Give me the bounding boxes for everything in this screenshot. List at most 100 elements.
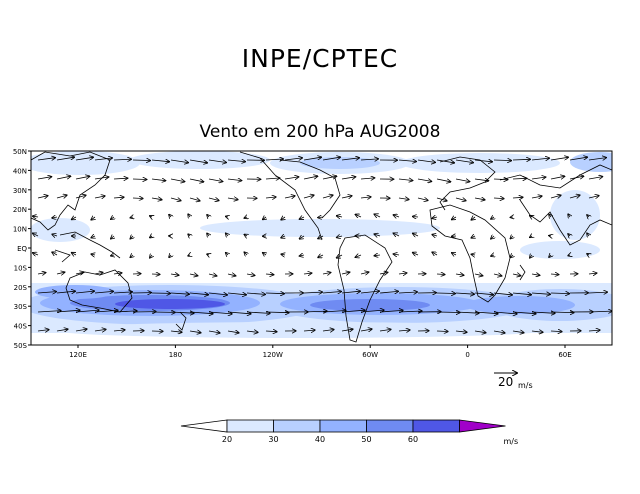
lat-label: 50N <box>13 148 27 156</box>
wind-arrow <box>75 329 87 331</box>
wind-arrow <box>436 178 451 182</box>
wind-arrow <box>432 217 438 218</box>
wind-arrow <box>360 329 372 331</box>
wind-arrow <box>189 293 208 295</box>
wind-arrow <box>455 179 470 182</box>
wind-arrow <box>303 273 312 274</box>
lat-label: 30S <box>14 303 28 311</box>
wind-arrow <box>588 311 612 312</box>
wind-arrow <box>227 293 246 295</box>
wind-arrow <box>37 311 61 312</box>
wind-arrow <box>37 196 48 198</box>
wind-arrow <box>281 254 285 255</box>
wind-arrow <box>169 255 171 257</box>
longitude-axis: 120E 180 120W 60W 0 60E <box>69 345 572 359</box>
wind-arrow <box>111 217 114 219</box>
wind-arrow <box>94 177 109 179</box>
wind-arrow <box>550 331 562 332</box>
wind-arrow <box>588 177 603 179</box>
wind-arrow <box>265 331 277 332</box>
wind-arrow <box>417 198 428 200</box>
wind-arrow <box>474 160 492 162</box>
latitude-axis: 50N 40N 30N 20N 10N EQ 10S 20S 30S 40S 50S <box>13 148 31 350</box>
wind-arrow <box>436 293 455 294</box>
wind-arrow <box>432 252 438 255</box>
wind-arrow <box>113 330 125 331</box>
wind-arrow <box>265 274 274 275</box>
wind-arrow <box>170 312 194 313</box>
wind-arrow <box>318 217 324 218</box>
wind-arrow <box>341 329 353 331</box>
wind-arrow <box>300 236 305 239</box>
wind-arrow <box>132 198 143 199</box>
wind-arrow <box>303 176 318 180</box>
wind-arrow <box>588 330 600 331</box>
wind-arrow <box>37 177 52 179</box>
wind-arrow <box>569 157 587 161</box>
wind-arrow <box>568 255 570 256</box>
wind-arrow <box>227 312 251 314</box>
wind-arrow <box>265 293 284 294</box>
wind-arrow <box>531 331 543 332</box>
wind-arrow <box>91 236 95 238</box>
wind-arrow <box>56 291 75 293</box>
wind-arrow <box>265 178 280 179</box>
wind-arrow <box>91 217 95 220</box>
wind-arrow <box>413 233 419 236</box>
wind-arrow <box>341 291 360 293</box>
wind-arrow <box>189 178 204 182</box>
wind-arrow <box>374 255 381 256</box>
colorbar-tick-label: 20 <box>222 435 232 444</box>
colorbar-segment <box>412 419 460 433</box>
wind-arrow <box>56 329 68 331</box>
wind-arrow <box>455 293 474 294</box>
wind-arrow <box>568 234 570 236</box>
wind-arrow <box>300 217 305 219</box>
wind-arrow <box>265 159 283 160</box>
wind-arrow <box>170 274 179 275</box>
wind-arrow <box>398 198 409 200</box>
wind-arrow <box>587 233 589 236</box>
wind-arrow <box>246 274 255 275</box>
wind-arrow <box>493 312 517 314</box>
wind-arrow <box>417 160 435 162</box>
wind-arrow <box>379 310 403 312</box>
wind-arrow <box>263 253 266 255</box>
wind-arrow <box>189 274 198 276</box>
wind-arrow <box>379 272 388 274</box>
colorbar: 20 30 40 50 60 m/s <box>180 419 518 446</box>
wind-arrow <box>111 255 114 256</box>
wind-arrow <box>94 329 106 331</box>
wind-arrow <box>337 255 343 258</box>
wind-arrow <box>322 292 341 294</box>
lat-label: 40N <box>13 167 27 175</box>
wind-arrow <box>130 255 133 257</box>
wind-arrow <box>341 196 352 198</box>
wind-arrow <box>227 160 245 162</box>
wind-arrow <box>33 253 39 255</box>
wind-arrow <box>75 176 90 179</box>
wind-arrow <box>72 253 76 255</box>
wind-arrow <box>91 254 95 255</box>
wind-arrow <box>413 217 419 218</box>
wind-arrow <box>169 215 171 217</box>
wind-arrow <box>318 236 324 239</box>
wind-arrow <box>227 198 238 200</box>
wind-arrow <box>568 214 570 217</box>
wind-arrow <box>322 273 331 275</box>
wind-arrow <box>56 272 65 274</box>
colorbar-segment <box>226 419 274 433</box>
wind-arrow <box>471 254 475 255</box>
wind-arrow <box>512 274 521 276</box>
wind-arrow <box>56 157 74 161</box>
wind-arrow <box>360 310 384 312</box>
wind-arrow <box>246 293 265 294</box>
wind-arrow <box>474 179 489 181</box>
wind-arrow <box>303 330 315 331</box>
wind-arrow <box>150 216 152 217</box>
colorbar-high-triangle <box>459 419 506 433</box>
wind-arrow <box>341 310 365 312</box>
wind-arrow <box>512 159 530 160</box>
colorbar-tick-label: 40 <box>315 435 325 444</box>
